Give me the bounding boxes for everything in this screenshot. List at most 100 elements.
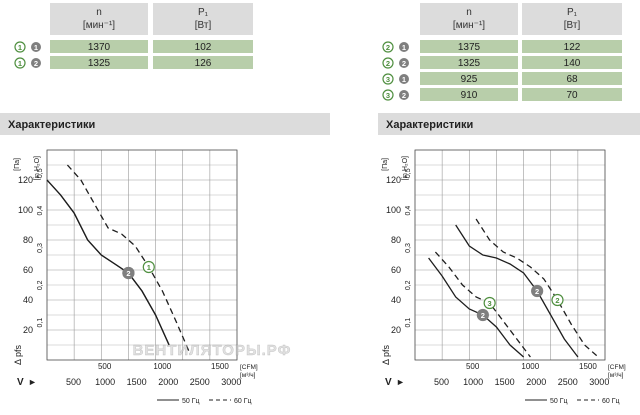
- m3h-tick-label: 1500: [127, 377, 147, 387]
- y-tick-label: 120: [18, 175, 33, 185]
- legend-label: 60 Гц: [234, 398, 252, 405]
- outline-circle-marker: [14, 57, 26, 69]
- column-unit: [Вт]: [564, 20, 581, 31]
- power-cell: [153, 56, 253, 69]
- y-tick-label: 60: [391, 265, 401, 275]
- y2-tick-label: 0,5: [405, 168, 412, 178]
- outline-circle-marker: [382, 41, 394, 53]
- filled-disk-marker: [399, 58, 409, 68]
- fan-curve: [428, 257, 525, 358]
- speed-value: 925: [461, 74, 478, 85]
- table-header-cell: [420, 3, 518, 35]
- table-row: 1 2 1325 126: [14, 56, 253, 69]
- speed-value: 910: [461, 90, 478, 101]
- m3h-tick-label: 1000: [463, 377, 483, 387]
- outline-circle-marker: [382, 57, 394, 69]
- outline-circle-label: 1: [18, 43, 22, 52]
- column-title: n: [466, 7, 472, 18]
- speed-cell: [420, 40, 518, 53]
- y2-tick-label: 0,1: [37, 318, 44, 328]
- legend-label: 60 Гц: [602, 398, 620, 405]
- table-row: 2 1 1375 122: [382, 40, 622, 53]
- legend-label: 50 Гц: [550, 398, 568, 405]
- power-value: 70: [566, 90, 578, 101]
- column-title: n: [96, 7, 102, 18]
- curve-marker: [142, 260, 155, 274]
- column-title: P₁: [567, 7, 578, 18]
- fan-curve-chart: 20 40 60 80 100 120 0,1 0,2 0,3 0,4 0,5 [Па] [in H₂O…: [13, 149, 258, 405]
- y-unit-label: [Па]: [14, 158, 21, 171]
- power-cell: [522, 72, 622, 85]
- fan-curve: [455, 224, 579, 358]
- cfm-tick-label: 500: [98, 362, 112, 371]
- m3h-tick-label: 1000: [95, 377, 115, 387]
- curve-marker: [122, 266, 135, 280]
- filled-disk-label: 2: [402, 91, 406, 100]
- m3h-tick-label: 2500: [558, 377, 578, 387]
- filled-disk-marker: [31, 58, 41, 68]
- filled-disk-label: 1: [34, 43, 38, 52]
- cfm-unit-label: [CFM]: [240, 364, 258, 371]
- filled-disk-label: 2: [402, 59, 406, 68]
- column-unit: [Вт]: [195, 20, 212, 31]
- y-tick-label: 60: [23, 265, 33, 275]
- outline-circle-label: 2: [386, 43, 390, 52]
- table-header-cell: [50, 3, 148, 35]
- y2-tick-label: 0,4: [405, 206, 412, 216]
- y-tick-label: 120: [386, 175, 401, 185]
- y2-tick-label: 0,5: [37, 168, 44, 178]
- speed-cell: [420, 56, 518, 69]
- outline-circle-marker: [382, 73, 394, 85]
- m3h-tick-label: 2000: [526, 377, 546, 387]
- y-tick-label: 100: [18, 205, 33, 215]
- power-value: 140: [564, 58, 581, 69]
- section-title: Характеристики: [386, 119, 473, 131]
- y2-tick-label: 0,1: [405, 318, 412, 328]
- y2-tick-label: 0,2: [405, 280, 412, 290]
- power-cell: [153, 40, 253, 53]
- legend-label: 50 Гц: [182, 398, 200, 405]
- filled-disk-marker: [399, 74, 409, 84]
- outline-circle-marker: [14, 41, 26, 53]
- filled-disk-marker: [399, 42, 409, 52]
- speed-value: 1370: [88, 42, 111, 53]
- power-cell: [522, 40, 622, 53]
- table-row: 3 1 925 68: [382, 72, 622, 85]
- fan-curve: [46, 179, 170, 346]
- column-title: P₁: [198, 7, 209, 18]
- y2-tick-label: 0,3: [405, 243, 412, 253]
- cfm-tick-label: 1500: [579, 362, 597, 371]
- y-axis-label: Δ pfs: [381, 344, 391, 365]
- m3h-tick-label: 2000: [158, 377, 178, 387]
- table-header-cell: [522, 3, 622, 35]
- cfm-tick-label: 1000: [153, 362, 171, 371]
- y2-tick-label: 0,3: [37, 243, 44, 253]
- y-tick-label: 20: [391, 325, 401, 335]
- outline-circle-marker: [382, 89, 394, 101]
- curve-marker-label: 3: [488, 299, 492, 308]
- power-value: 122: [564, 42, 581, 53]
- m3h-tick-label: 500: [434, 377, 449, 387]
- curve-marker-label: 2: [535, 287, 539, 296]
- x-axis-label: V: [385, 377, 392, 388]
- watermark-text: ВЕНТИЛЯТОРЫ.РФ: [133, 342, 292, 359]
- fan-curve-chart: 20 40 60 80 100 120 0,1 0,2 0,3 0,4 0,5 [Па] [in H₂O…: [381, 149, 626, 405]
- speed-cell: [50, 56, 148, 69]
- y-tick-label: 100: [386, 205, 401, 215]
- table-row: 1 1 1370 102: [14, 40, 253, 53]
- power-value: 126: [195, 58, 212, 69]
- fan-curve: [434, 251, 531, 358]
- filled-disk-marker: [399, 90, 409, 100]
- filled-disk-label: 2: [34, 59, 38, 68]
- plot-frame: [414, 149, 606, 361]
- cfm-tick-label: 1000: [521, 362, 539, 371]
- speed-cell: [50, 40, 148, 53]
- filled-disk-label: 1: [402, 43, 406, 52]
- m3h-tick-label: 500: [66, 377, 81, 387]
- spec-table: n [мин⁻¹] P₁ [Вт] 1 1 1370 102 1 2 1325 126: [14, 3, 253, 69]
- power-value: 68: [566, 74, 578, 85]
- table-row: 3 2 910 70: [382, 88, 622, 101]
- y-tick-label: 40: [391, 295, 401, 305]
